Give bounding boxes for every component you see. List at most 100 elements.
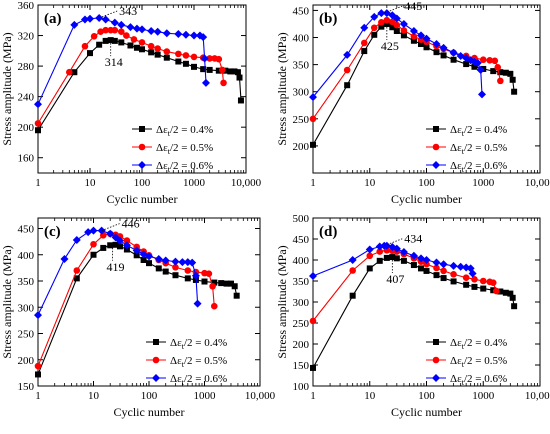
data-point (399, 248, 408, 257)
y-tick-label: 360 (18, 0, 35, 12)
data-point (365, 245, 374, 254)
data-point (200, 54, 209, 63)
data-point (511, 88, 518, 95)
data-point (449, 48, 458, 57)
data-point (130, 36, 138, 43)
data-point (138, 25, 146, 34)
data-point (116, 243, 123, 250)
data-point (89, 226, 98, 235)
data-point (107, 242, 114, 249)
data-point (154, 45, 161, 52)
y-tick-label: 320 (18, 31, 35, 43)
data-point (190, 31, 198, 40)
x-tick-label: 1000 (194, 390, 217, 402)
data-point (178, 258, 187, 267)
data-point (172, 272, 179, 279)
data-point (377, 9, 386, 18)
x-tick-label: 1000 (472, 177, 495, 189)
legend-entry: Δεt/2 = 0.5% (450, 355, 507, 369)
data-point (211, 279, 218, 286)
data-point (371, 31, 378, 38)
data-point (393, 255, 400, 262)
data-point (184, 275, 191, 282)
data-point (450, 270, 457, 278)
legend-entry: Δεt/2 = 0.5% (156, 142, 213, 156)
legend-marker (139, 126, 145, 132)
data-point (393, 21, 401, 29)
legend-entry: Δεt/2 = 0.4% (170, 337, 227, 351)
y-tick-label: 200 (18, 122, 35, 134)
data-point (106, 229, 115, 238)
data-point (206, 55, 213, 62)
data-point (201, 78, 210, 87)
data-point (490, 68, 497, 75)
data-point (497, 77, 504, 85)
data-point (378, 23, 385, 30)
data-point (471, 63, 478, 70)
data-point (227, 68, 234, 75)
data-point (507, 70, 514, 77)
legend-marker (432, 161, 440, 169)
data-point (209, 282, 216, 290)
data-point (132, 24, 141, 33)
data-point (349, 267, 356, 274)
data-point (133, 252, 140, 259)
data-point (111, 26, 119, 34)
data-point (410, 33, 418, 40)
y-tick-label: 100 (293, 381, 310, 393)
legend-marker (152, 374, 160, 382)
y-axis-label: Stress amplitude (MPa) (0, 245, 14, 358)
data-point (172, 264, 179, 271)
data-point (236, 74, 243, 81)
y-tick-label: 400 (18, 250, 35, 262)
data-point (227, 280, 234, 287)
data-point (456, 262, 465, 271)
data-point (507, 290, 514, 297)
data-point (309, 317, 317, 325)
y-tick-label: 350 (293, 276, 310, 288)
data-point (343, 50, 352, 59)
panel-label: (d) (319, 224, 337, 240)
annotation-peak-label: 434 (404, 232, 422, 246)
data-point (190, 53, 198, 61)
legend-marker (138, 143, 146, 151)
y-tick-label: 250 (293, 114, 310, 126)
data-point (110, 18, 119, 27)
y-tick-label: 240 (18, 92, 35, 104)
legend-entry: Δεt/2 = 0.6% (170, 373, 227, 387)
series-line (37, 39, 242, 131)
data-point (511, 303, 518, 310)
data-point (201, 278, 208, 285)
annotation-low-label: 425 (381, 39, 399, 53)
data-point (450, 278, 457, 285)
data-point (378, 19, 385, 26)
data-point (34, 362, 42, 370)
x-tick-label: 10,000 (525, 390, 550, 402)
data-point (423, 260, 430, 268)
data-point (118, 39, 125, 46)
data-point (102, 37, 109, 44)
data-point (400, 257, 407, 264)
y-axis-label: Stress amplitude (MPa) (275, 245, 289, 358)
data-point (462, 274, 470, 281)
data-point (476, 66, 485, 75)
legend-entry: Δεt/2 = 0.6% (450, 373, 507, 387)
data-point (210, 302, 218, 310)
data-point (233, 292, 240, 299)
data-point (112, 241, 119, 248)
data-point (423, 267, 430, 274)
data-point (162, 268, 169, 275)
data-point (310, 141, 316, 148)
data-point (399, 19, 408, 28)
data-point (122, 241, 131, 250)
data-point (123, 237, 131, 244)
data-point (191, 63, 197, 70)
x-tick-label: 10,000 (245, 390, 276, 402)
data-point (502, 69, 509, 76)
data-point (111, 37, 118, 44)
annotation-leader (384, 5, 403, 14)
data-point (450, 56, 457, 63)
chart-panel-3: 1 10 100 1000 10,000 100 150 200 250 300 350 400 450… (275, 213, 550, 419)
data-point (220, 79, 227, 87)
data-point (175, 50, 182, 58)
